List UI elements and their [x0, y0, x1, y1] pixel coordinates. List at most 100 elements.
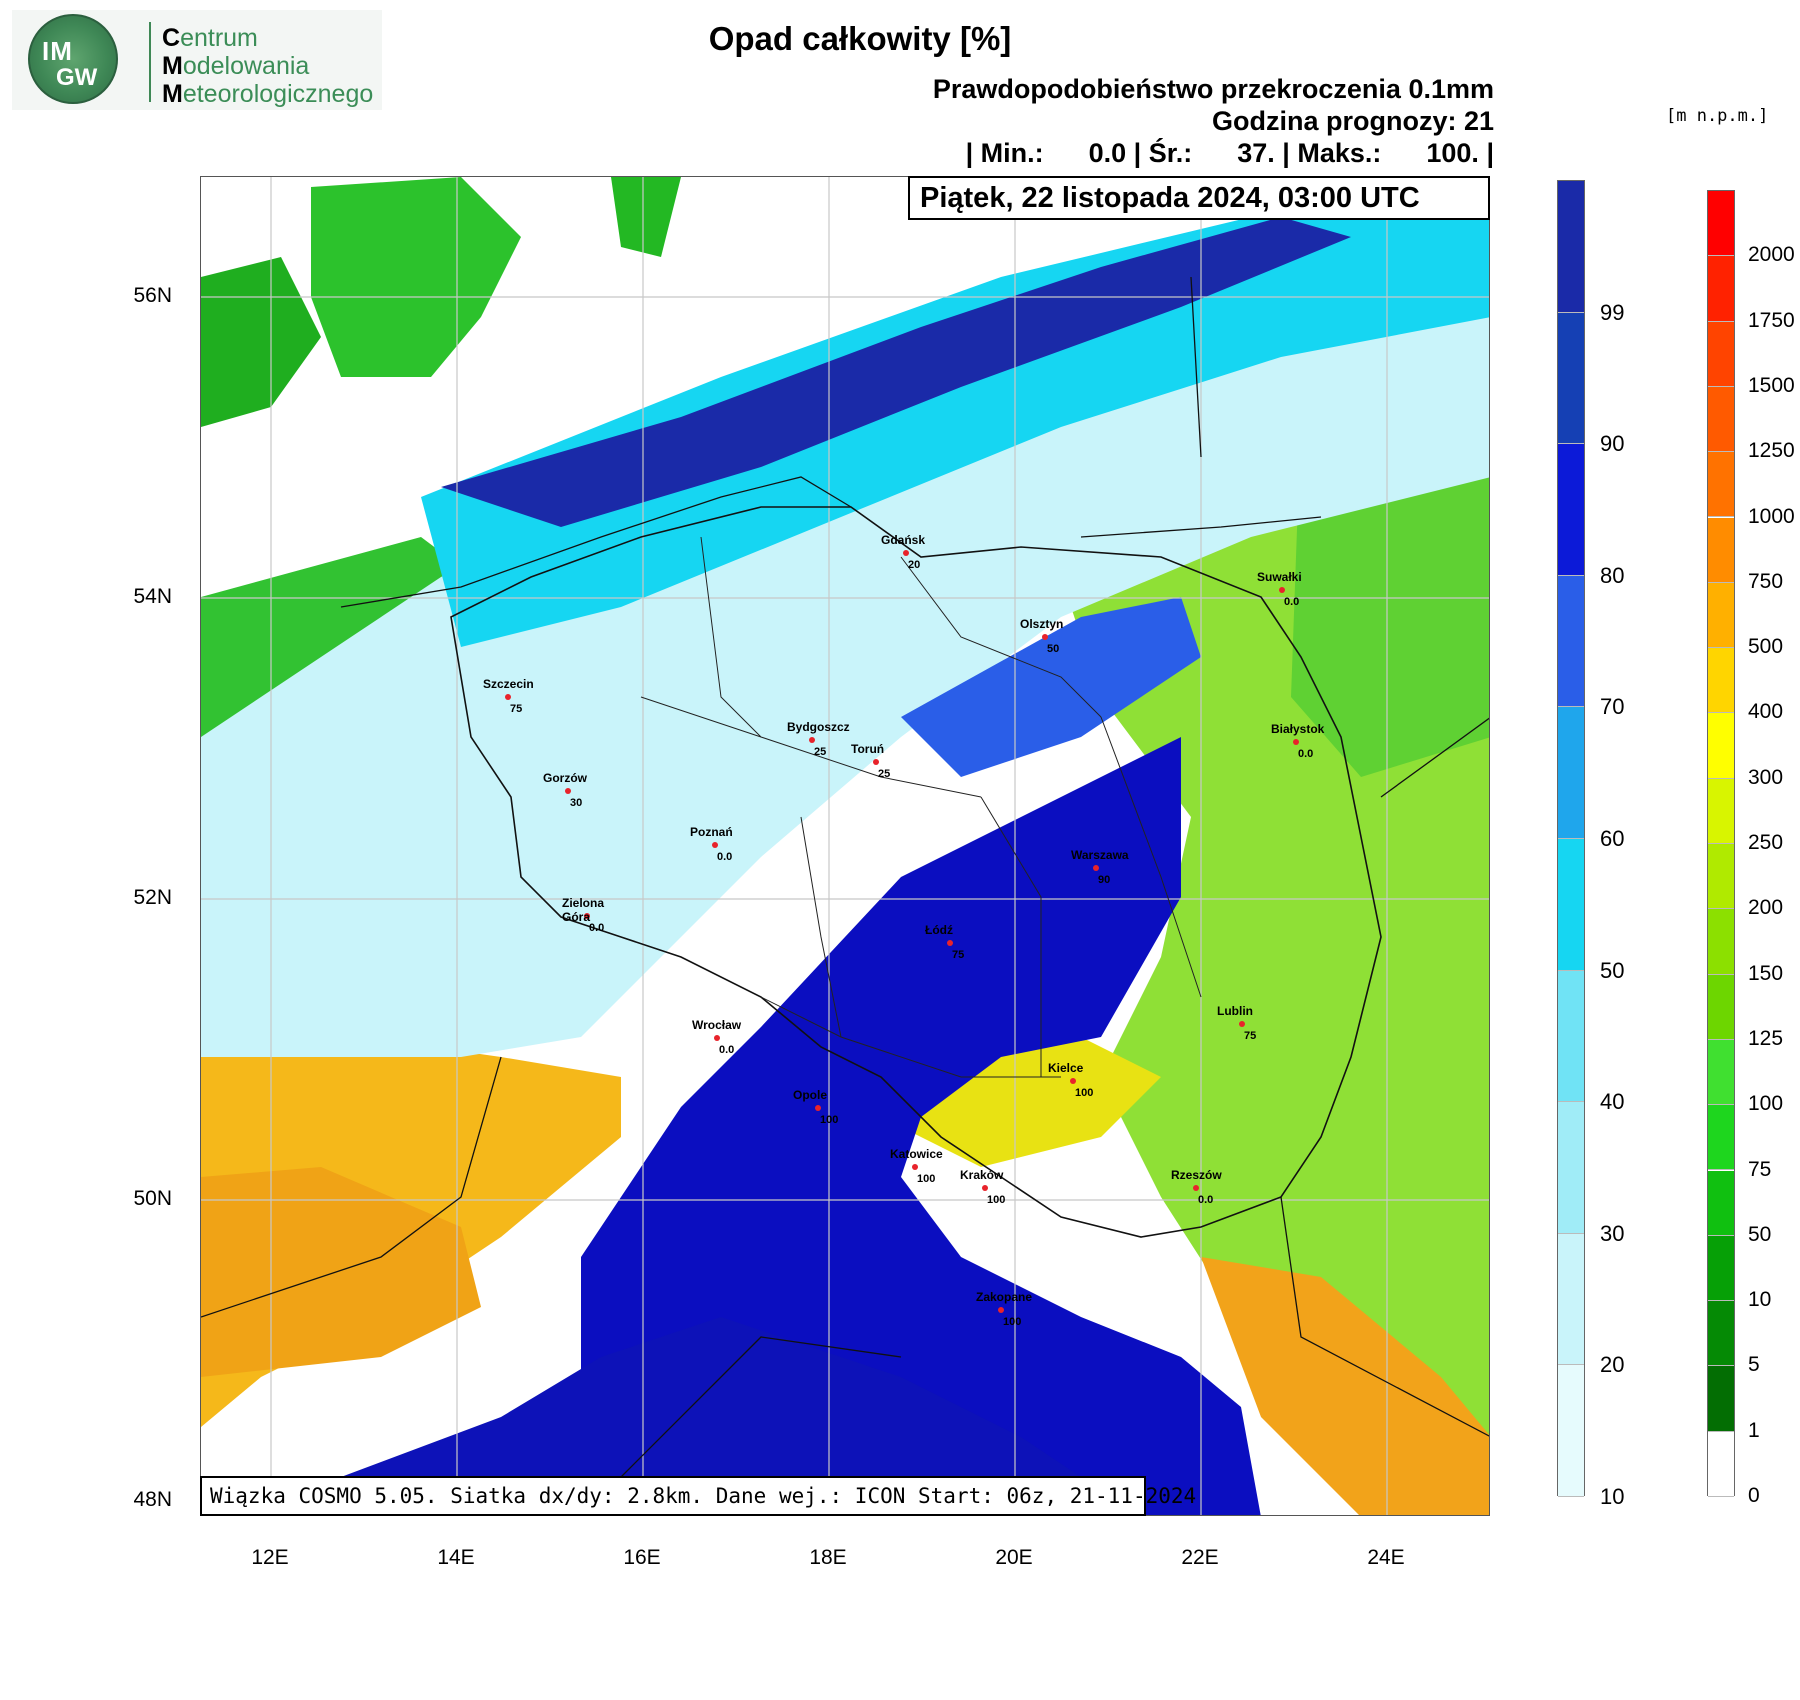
colorbar-label: 75 [1748, 1157, 1772, 1181]
colorbar-swatch [1708, 1170, 1734, 1236]
land-sweden [311, 177, 521, 377]
colorbar-swatch [1708, 844, 1734, 910]
city-name: Wrocław [692, 1018, 742, 1032]
colorbar-swatch [1708, 386, 1734, 453]
city-dot [565, 788, 571, 794]
city-value: 100 [1003, 1316, 1022, 1328]
lat-label-48: 48N [133, 1488, 172, 1511]
city-dot [982, 1185, 988, 1191]
land-southeast-mountains [1201, 1257, 1489, 1515]
colorbar-swatch [1708, 1366, 1734, 1432]
city-dot [998, 1307, 1004, 1313]
city-name: Lublin [1217, 1004, 1253, 1018]
city-name: Kraków [960, 1168, 1004, 1182]
colorbar-label: 1 [1748, 1418, 1760, 1442]
colorbar-swatch [1708, 1235, 1734, 1302]
city-dot [873, 759, 879, 765]
city-value: 25 [878, 768, 891, 780]
colorbar-swatch [1558, 181, 1584, 313]
city-name: Suwałki [1257, 570, 1302, 584]
colorbar-label: 40 [1600, 1089, 1625, 1115]
colorbar-swatch [1558, 1102, 1584, 1234]
precip-heavy-bottom [341, 1317, 1138, 1515]
colorbar-label: 90 [1600, 431, 1625, 457]
city-name: Białystok [1271, 722, 1325, 736]
colorbar-swatch [1708, 1105, 1734, 1171]
lat-label-56: 56N [133, 284, 172, 307]
baltic-coast [340, 476, 852, 608]
city-value: 75 [510, 703, 523, 715]
neighbor-borders [201, 276, 1489, 1478]
colorbar-label: 70 [1600, 694, 1625, 720]
lon-label-20: 20E [995, 1546, 1033, 1569]
lat-label-50: 50N [133, 1187, 172, 1210]
precip-colorbar [1557, 180, 1585, 1497]
elevation-colorbar [1707, 190, 1735, 1497]
colorbar-swatch [1558, 707, 1584, 839]
colorbar-swatch [1708, 517, 1734, 583]
city-dot [1093, 865, 1099, 871]
city-value: 75 [1244, 1030, 1257, 1042]
city-name: Łódź [925, 923, 953, 937]
colorbar-swatch [1708, 452, 1734, 518]
precip-blue-band [441, 217, 1351, 527]
colorbar-swatch [1708, 1301, 1734, 1367]
city-value: 25 [814, 746, 827, 758]
chart-title: Opad całkowity [%] [708, 20, 1012, 57]
colorbar-swatch [1708, 191, 1734, 257]
colorbar-label: 100 [1748, 1092, 1784, 1116]
city-name: Bydgoszcz [787, 720, 850, 734]
colorbar-swatch [1708, 778, 1734, 844]
model-info: Wiązka COSMO 5.05. Siatka dx/dy: 2.8km. … [200, 1476, 1196, 1516]
city-dot [1193, 1185, 1199, 1191]
colorbar-label: 1000 [1748, 504, 1795, 528]
city-name: Rzeszów [1171, 1168, 1222, 1182]
probability-caption: Prawdopodobieństwo przekroczenia 0.1mm [932, 74, 1494, 104]
city-value: 0.0 [719, 1044, 735, 1056]
precip-light-band [201, 197, 1489, 1057]
land-denmark [201, 257, 321, 427]
colorbar-label: 750 [1748, 569, 1784, 593]
precip-cyan-band [421, 207, 1489, 647]
city-value: 90 [1098, 874, 1111, 886]
colorbar-label: 125 [1748, 1026, 1784, 1050]
colorbar-swatch [1708, 974, 1734, 1040]
city-dot [1239, 1021, 1245, 1027]
city-dot [505, 694, 511, 700]
city-value: 0.0 [1298, 748, 1314, 760]
forecast-map [200, 176, 1490, 1516]
colorbar-swatch [1558, 1233, 1584, 1366]
logo-line-1: Centrum [162, 24, 258, 52]
logo-line-3: Meteorologicznego [162, 80, 374, 108]
city-name: Toruń [851, 742, 885, 756]
city-dot [1293, 739, 1299, 745]
colorbar-swatch [1708, 256, 1734, 322]
colorbar-label: 400 [1748, 700, 1784, 724]
colorbar-label: 10 [1748, 1288, 1772, 1312]
precip-heavy-south [581, 737, 1261, 1515]
elevation-units: [m n.p.m.] [1666, 106, 1769, 126]
colorbar-swatch [1558, 1365, 1584, 1497]
colorbar-swatch [1708, 648, 1734, 714]
city-name: Zakopane [976, 1290, 1033, 1304]
city-dot [815, 1105, 821, 1111]
colorbar-swatch [1708, 321, 1734, 387]
city-value: 100 [917, 1173, 936, 1185]
colorbar-label: 150 [1748, 961, 1784, 985]
lat-label-54: 54N [133, 585, 172, 608]
land-sweden-east [611, 177, 681, 257]
city-name: Olsztyn [1020, 617, 1064, 631]
logo-badge-top: IM [42, 36, 73, 66]
city-dot [912, 1164, 918, 1170]
city-value: 30 [570, 797, 583, 809]
city-dot [712, 842, 718, 848]
city-value: 0.0 [717, 851, 733, 863]
colorbar-swatch [1708, 1431, 1734, 1497]
city-name: Katowice [890, 1147, 943, 1161]
city-name: Zielona Góra [562, 896, 605, 924]
colorbar-label: 99 [1600, 299, 1625, 325]
city-name: Poznań [690, 825, 733, 839]
city-name: Gorzów [543, 771, 587, 785]
colorbar-label: 0 [1748, 1484, 1760, 1507]
city-dot [1042, 634, 1048, 640]
